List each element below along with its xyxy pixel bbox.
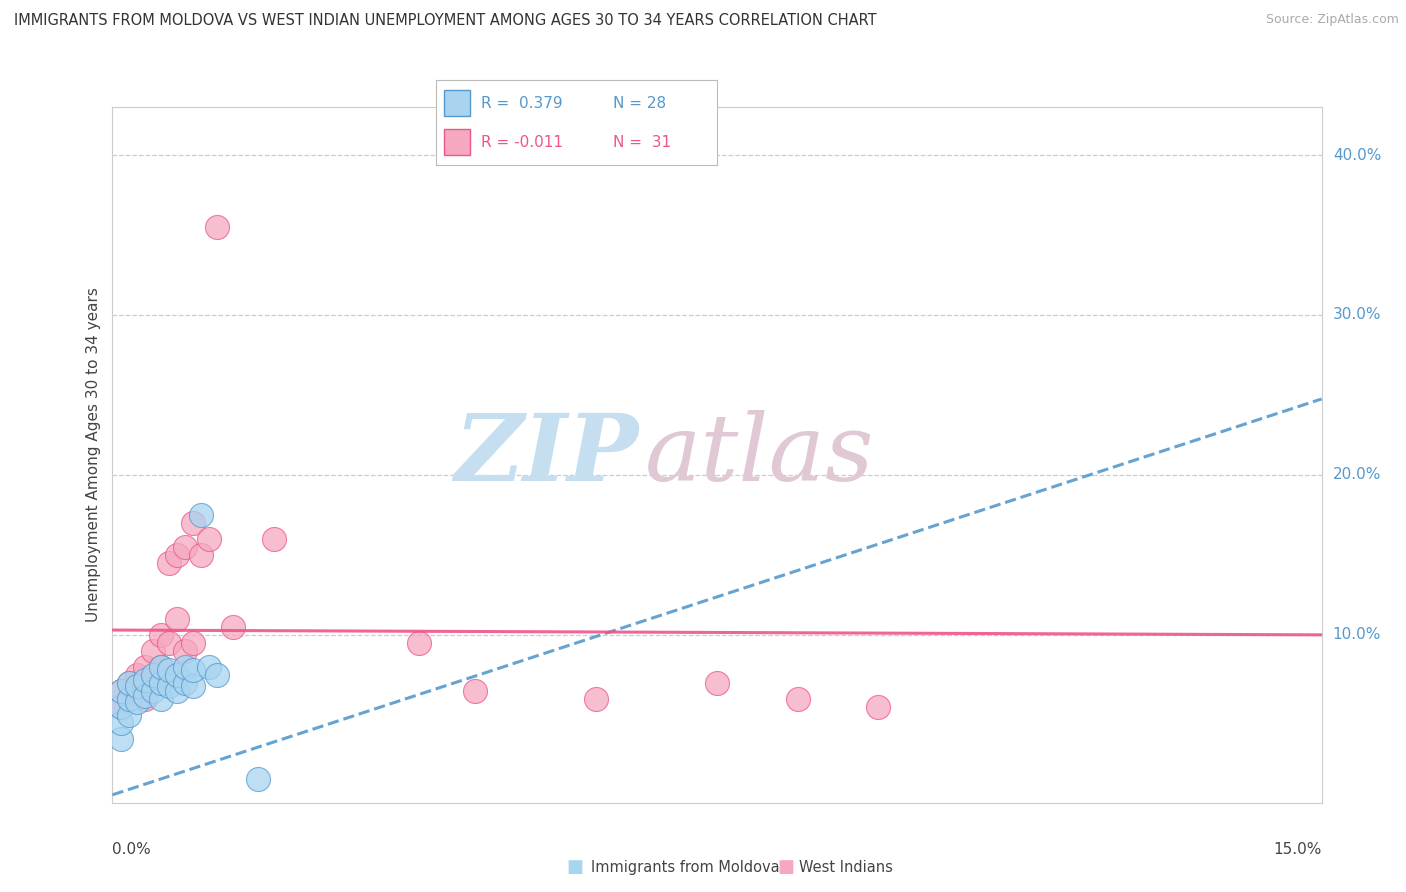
Point	[190, 548, 212, 562]
Point	[207, 219, 229, 234]
Point	[181, 516, 204, 530]
Point	[157, 679, 180, 693]
Point	[134, 691, 156, 706]
Point	[222, 620, 245, 634]
Point	[110, 699, 132, 714]
Point	[174, 540, 197, 554]
Y-axis label: Unemployment Among Ages 30 to 34 years: Unemployment Among Ages 30 to 34 years	[86, 287, 101, 623]
Point	[157, 663, 180, 677]
Point	[246, 772, 269, 786]
Text: N =  31: N = 31	[613, 135, 671, 150]
Point	[125, 683, 148, 698]
Point	[149, 676, 172, 690]
Point	[117, 676, 139, 690]
Point	[181, 663, 204, 677]
Point	[125, 679, 148, 693]
FancyBboxPatch shape	[444, 90, 470, 116]
Point	[117, 691, 139, 706]
Point	[134, 660, 156, 674]
Point	[142, 644, 165, 658]
Text: IMMIGRANTS FROM MOLDOVA VS WEST INDIAN UNEMPLOYMENT AMONG AGES 30 TO 34 YEARS CO: IMMIGRANTS FROM MOLDOVA VS WEST INDIAN U…	[14, 13, 877, 29]
Point	[142, 676, 165, 690]
Point	[585, 691, 607, 706]
Text: Source: ZipAtlas.com: Source: ZipAtlas.com	[1265, 13, 1399, 27]
Point	[166, 548, 188, 562]
Point	[786, 691, 808, 706]
Point	[117, 676, 139, 690]
Point	[263, 532, 285, 546]
Text: atlas: atlas	[644, 410, 875, 500]
Point	[149, 660, 172, 674]
Point	[181, 636, 204, 650]
Text: West Indians: West Indians	[799, 860, 893, 874]
Text: ■: ■	[778, 858, 794, 876]
Text: Immigrants from Moldova: Immigrants from Moldova	[591, 860, 779, 874]
Point	[142, 668, 165, 682]
Point	[174, 644, 197, 658]
Point	[706, 676, 728, 690]
Point	[149, 660, 172, 674]
Point	[134, 689, 156, 703]
Text: ZIP: ZIP	[454, 410, 638, 500]
Point	[174, 676, 197, 690]
Point	[408, 636, 430, 650]
Text: 15.0%: 15.0%	[1274, 842, 1322, 856]
Point	[174, 660, 197, 674]
Point	[166, 683, 188, 698]
Point	[190, 508, 212, 522]
Text: R =  0.379: R = 0.379	[481, 95, 562, 111]
Point	[166, 612, 188, 626]
Text: 10.0%: 10.0%	[1333, 627, 1381, 642]
Point	[142, 683, 165, 698]
Point	[149, 628, 172, 642]
Point	[125, 695, 148, 709]
Point	[110, 683, 132, 698]
Point	[110, 715, 132, 730]
Point	[110, 699, 132, 714]
Point	[464, 683, 486, 698]
Point	[198, 660, 221, 674]
Point	[125, 668, 148, 682]
Text: ■: ■	[567, 858, 583, 876]
Point	[157, 636, 180, 650]
Point	[198, 532, 221, 546]
FancyBboxPatch shape	[444, 129, 470, 155]
Point	[117, 707, 139, 722]
Point	[110, 683, 132, 698]
Point	[166, 668, 188, 682]
Text: N = 28: N = 28	[613, 95, 666, 111]
Point	[181, 679, 204, 693]
Point	[149, 691, 172, 706]
Point	[868, 699, 890, 714]
Text: 30.0%: 30.0%	[1333, 308, 1381, 323]
Point	[207, 668, 229, 682]
Text: 40.0%: 40.0%	[1333, 147, 1381, 162]
Point	[157, 556, 180, 570]
Text: R = -0.011: R = -0.011	[481, 135, 562, 150]
Point	[110, 731, 132, 746]
Point	[134, 673, 156, 687]
Text: 0.0%: 0.0%	[112, 842, 152, 856]
Point	[117, 691, 139, 706]
Text: 20.0%: 20.0%	[1333, 467, 1381, 483]
